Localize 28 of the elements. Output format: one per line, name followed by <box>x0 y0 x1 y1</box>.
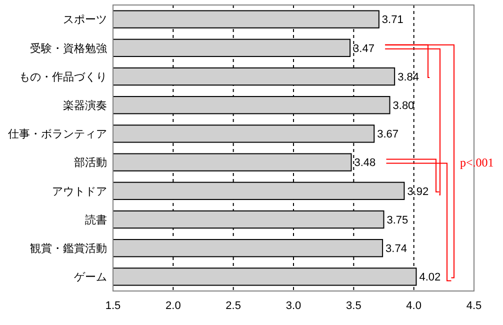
data-label: 3.67 <box>377 128 399 141</box>
y-tick-label: アウトドア <box>52 186 107 198</box>
x-tick-label: 4.5 <box>466 300 482 312</box>
x-tick-label: 2.0 <box>166 300 181 312</box>
x-tick-label: 3.5 <box>346 300 362 312</box>
data-label: 3.48 <box>354 157 376 170</box>
y-tick-label: 受験・資格勉強 <box>30 42 107 55</box>
data-label: 3.84 <box>398 71 419 84</box>
y-tick-label: ゲーム <box>74 272 107 284</box>
data-label: 3.75 <box>386 214 408 226</box>
y-tick-label: 楽器演奏 <box>63 98 107 112</box>
data-label: 3.92 <box>407 186 429 198</box>
data-label: 3.80 <box>392 100 414 112</box>
y-tick-label: 仕事・ボランティア <box>8 128 107 141</box>
data-label: 3.71 <box>382 14 404 26</box>
y-tick-label: スポーツ <box>63 14 107 26</box>
y-tick-label: 観賞・鑑賞活動 <box>30 242 107 255</box>
x-tick-label: 1.5 <box>105 300 121 312</box>
x-tick-label: 2.5 <box>226 300 241 312</box>
y-tick-label: 読書 <box>85 213 107 226</box>
annotation: p<.001 <box>460 155 494 170</box>
data-label: 4.02 <box>419 272 441 284</box>
data-label: 3.74 <box>386 242 407 255</box>
y-tick-label: 部活動 <box>74 156 107 170</box>
x-tick-label: 3.0 <box>286 300 302 312</box>
y-tick-label: もの・作品づくり <box>19 71 107 84</box>
data-label: 3.47 <box>353 42 374 55</box>
x-tick-label: 4.0 <box>406 300 422 312</box>
